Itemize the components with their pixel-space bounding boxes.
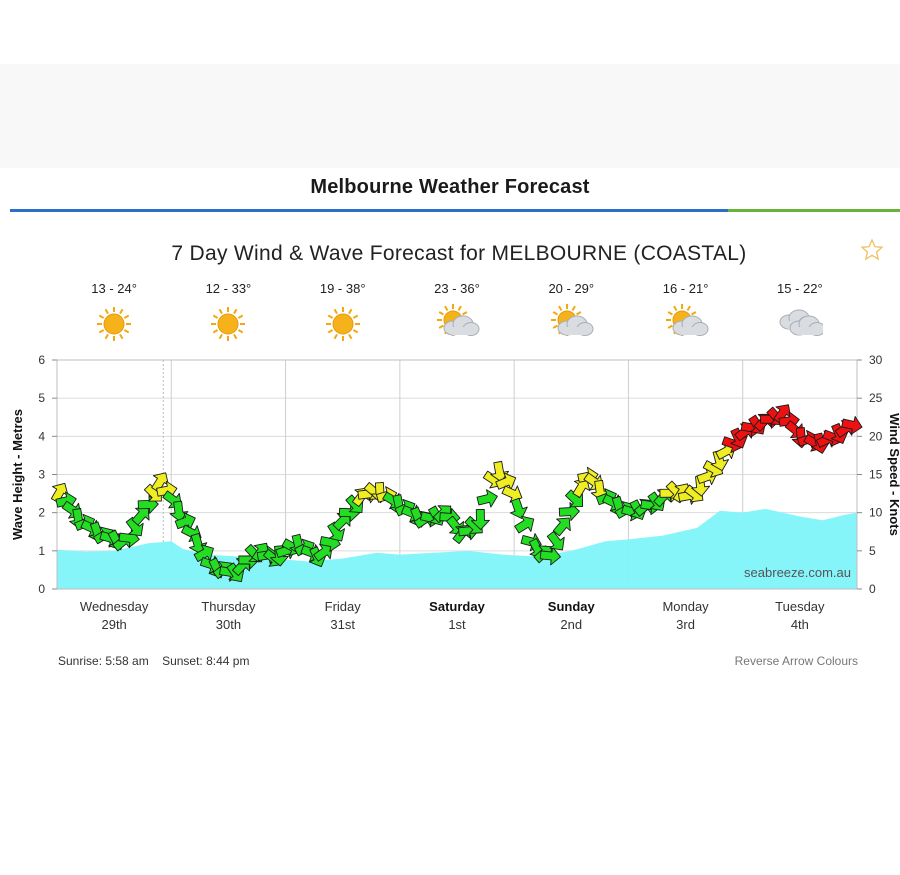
wind-arrow — [710, 449, 729, 472]
day-temp-range: 20 - 29° — [548, 281, 595, 296]
left-tick-label: 4 — [38, 429, 45, 443]
wind-arrow — [313, 543, 333, 562]
day-date-label: 29th — [101, 617, 126, 632]
sunrise-text: Sunrise: 5:58 am — [58, 654, 149, 668]
wind-arrow — [327, 521, 345, 542]
heading-rule-green — [728, 209, 900, 212]
day-name-label: Saturday — [429, 599, 485, 614]
left-axis-title: Wave Height - Metres — [10, 409, 25, 540]
sun-icon — [97, 307, 132, 341]
right-axis-title: Wind Speed - Knots — [887, 413, 900, 536]
right-tick-label: 25 — [869, 391, 883, 405]
heading-rule-blue — [10, 209, 728, 212]
wind-arrow — [552, 517, 571, 537]
sunset-text: Sunset: 8:44 pm — [162, 654, 250, 668]
wind-arrow — [514, 515, 535, 534]
left-tick-label: 3 — [38, 468, 45, 482]
wind-arrow — [572, 477, 591, 498]
wind-arrow — [509, 497, 528, 519]
right-tick-label: 15 — [869, 468, 883, 482]
day-name-label: Friday — [325, 599, 362, 614]
reverse-arrow-colours-link[interactable]: Reverse Arrow Colours — [734, 654, 858, 668]
day-temp-range: 13 - 24° — [91, 281, 137, 296]
left-tick-label: 6 — [38, 353, 45, 367]
day-name-label: Wednesday — [80, 599, 149, 614]
wind-arrow — [476, 489, 498, 508]
sun-icon — [211, 307, 246, 341]
partly-cloudy-icon — [437, 304, 480, 336]
wind-arrow — [169, 500, 189, 522]
left-tick-label: 2 — [38, 506, 45, 520]
wave-height-area — [57, 508, 857, 589]
partly-cloudy-icon — [665, 304, 709, 336]
day-name-label: Thursday — [201, 599, 256, 614]
left-tick-label: 0 — [38, 582, 45, 596]
wind-wave-chart: 0 1 2 3 4 5 6 0 5 10 15 20 25 30 Wave Height - Metres W… — [10, 353, 900, 632]
wind-arrow — [189, 532, 208, 555]
day-date-label: 4th — [791, 617, 809, 632]
right-tick-label: 10 — [869, 506, 883, 520]
right-tick-label: 0 — [869, 582, 876, 596]
wind-arrows — [50, 404, 863, 583]
day-temp-range: 12 - 33° — [205, 281, 252, 296]
right-tick-label: 5 — [869, 544, 876, 558]
left-tick-label: 1 — [38, 544, 45, 558]
wind-arrow — [471, 509, 490, 530]
wind-arrow — [495, 472, 517, 491]
right-tick-label: 30 — [869, 353, 883, 367]
star-outline-icon[interactable] — [860, 238, 884, 262]
cloudy-icon — [779, 309, 823, 336]
day-temp-range: 23 - 36° — [434, 281, 480, 296]
left-tick-label: 5 — [38, 391, 45, 405]
wind-arrow — [490, 460, 509, 483]
right-tick-label: 20 — [869, 429, 883, 443]
day-temp-range: 16 - 21° — [662, 281, 709, 296]
day-name-label: Sunday — [548, 599, 596, 614]
day-date-label: 3rd — [676, 617, 695, 632]
day-temp-range: 19 - 38° — [319, 281, 366, 296]
wind-arrow — [841, 416, 863, 435]
day-date-label: 31st — [330, 617, 355, 632]
day-temp-range: 15 - 22° — [777, 281, 823, 296]
sun-icon — [325, 307, 360, 341]
chart-title: 7 Day Wind & Wave Forecast for MELBOURNE… — [171, 242, 747, 265]
day-date-label: 30th — [216, 617, 241, 632]
day-date-label: 2nd — [560, 617, 582, 632]
partly-cloudy-icon — [551, 304, 594, 336]
wind-arrow — [193, 544, 214, 563]
watermark: seabreeze.com.au — [744, 565, 851, 580]
sun-times: Sunrise: 5:58 am Sunset: 8:44 pm — [58, 654, 259, 668]
day-name-label: Tuesday — [775, 599, 825, 614]
day-date-label: 1st — [448, 617, 466, 632]
header-band — [0, 64, 900, 168]
wind-arrow — [691, 475, 711, 497]
wind-arrow — [546, 531, 565, 551]
wind-arrow — [131, 506, 150, 526]
page-title: Melbourne Weather Forecast — [310, 176, 590, 198]
wind-arrow — [125, 516, 144, 537]
wind-arrow — [539, 546, 561, 566]
wind-arrow — [174, 512, 196, 531]
day-name-label: Monday — [662, 599, 709, 614]
